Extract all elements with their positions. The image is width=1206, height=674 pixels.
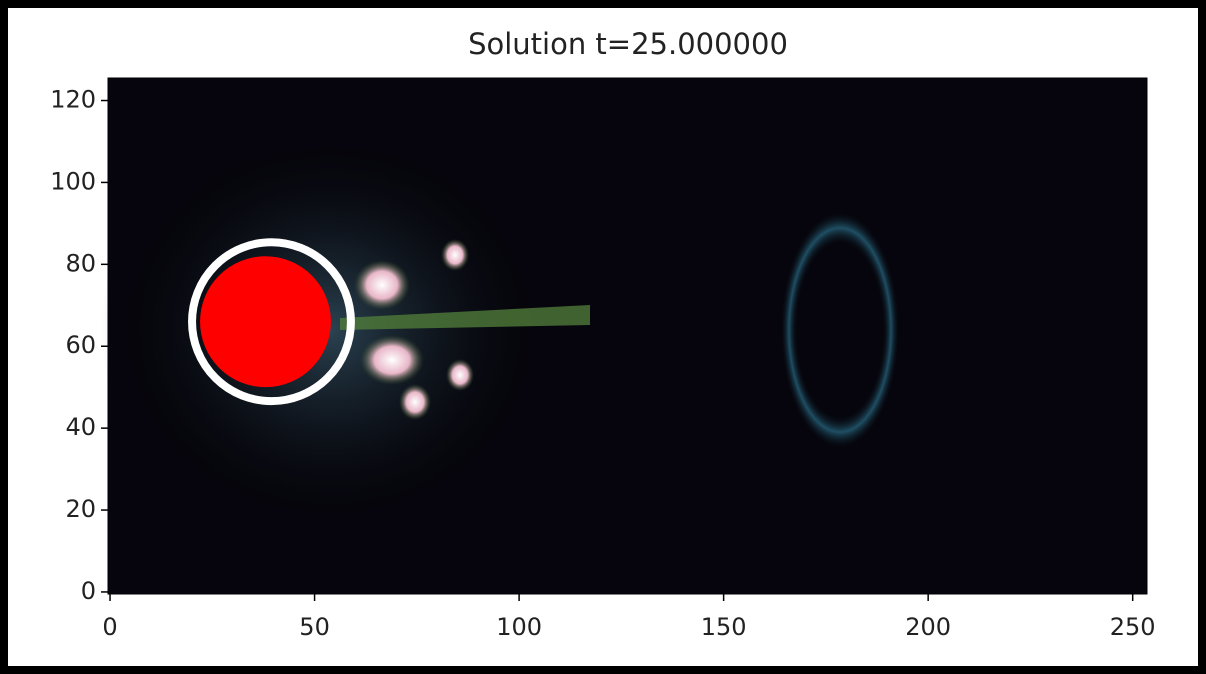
x-tick-label: 150	[701, 613, 747, 641]
flow-field	[446, 359, 474, 391]
x-tick-label: 50	[299, 613, 330, 641]
y-tick-label: 100	[50, 167, 96, 195]
y-tick-label: 120	[50, 86, 96, 114]
flow-field	[399, 384, 431, 420]
x-tick-label: 100	[496, 613, 542, 641]
flow-field	[360, 335, 424, 385]
x-tick-label: 0	[102, 613, 117, 641]
axes-frame	[107, 77, 1148, 595]
y-tick-label: 40	[65, 413, 96, 441]
y-tick-label: 20	[65, 495, 96, 523]
y-tick-label: 0	[81, 577, 96, 605]
y-tick-label: 80	[65, 249, 96, 277]
flow-field	[441, 239, 469, 271]
flow-field	[354, 260, 410, 310]
obstacle	[200, 256, 331, 388]
flow-field	[780, 210, 900, 450]
x-tick-label: 200	[905, 613, 951, 641]
chart-title: Solution t=25.000000	[468, 27, 788, 61]
y-tick-label: 60	[65, 331, 96, 359]
x-tick-label: 250	[1110, 613, 1156, 641]
flow-field	[340, 305, 590, 330]
flow-field	[188, 238, 355, 406]
